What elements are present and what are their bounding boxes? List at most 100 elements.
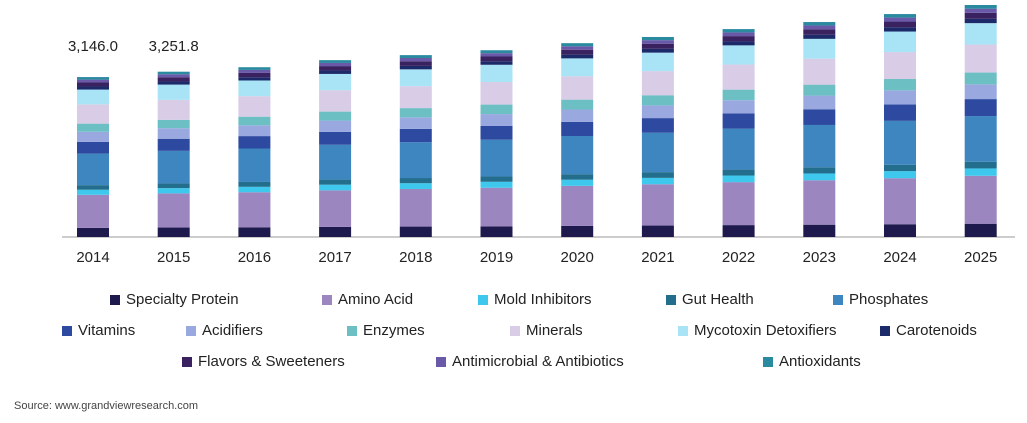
- bar-segment: [964, 72, 997, 85]
- bar-segment: [641, 172, 674, 178]
- bar-segment: [399, 226, 432, 237]
- bar-segment: [803, 173, 836, 181]
- bar-segment: [157, 81, 190, 85]
- legend-label: Enzymes: [363, 322, 425, 339]
- bar-segment: [722, 175, 755, 183]
- bar-segment: [561, 135, 594, 175]
- bar-segment: [480, 53, 513, 57]
- bar-segment: [480, 176, 513, 182]
- bar-segment: [399, 128, 432, 143]
- bar-segment: [964, 168, 997, 176]
- legend-label: Minerals: [526, 322, 583, 339]
- bar-segment: [964, 84, 997, 100]
- bar-segment: [157, 150, 190, 184]
- bar-segment: [803, 224, 836, 237]
- bar-segment: [722, 29, 755, 33]
- bar-segment: [77, 123, 109, 132]
- bar-segment: [884, 21, 916, 28]
- bar-segment: [77, 153, 109, 186]
- bar-segment: [884, 79, 916, 91]
- bar-segment: [238, 80, 271, 97]
- bar-segment: [561, 109, 594, 122]
- bar-segment: [319, 60, 352, 63]
- bar-segment: [77, 185, 109, 190]
- bar-segment: [319, 90, 352, 112]
- bar-segment: [157, 138, 190, 151]
- bar-segment: [77, 86, 109, 90]
- bar-segment: [399, 178, 432, 184]
- bar-segment: [480, 125, 513, 140]
- bar-segment: [77, 77, 109, 80]
- bar-segment: [561, 99, 594, 110]
- bar-segment: [319, 70, 352, 74]
- bar-segment: [641, 118, 674, 133]
- legend-swatch: [436, 357, 446, 367]
- bar-segment: [884, 90, 916, 105]
- bar-segment: [238, 69, 271, 73]
- bar-segment: [157, 128, 190, 139]
- bar-segment: [399, 58, 432, 62]
- bar-segment: [884, 31, 916, 53]
- bar-segment: [884, 52, 916, 80]
- legend-label: Flavors & Sweeteners: [198, 353, 345, 370]
- bar-segment: [561, 46, 594, 50]
- bar-segment: [964, 5, 997, 9]
- x-tick-label: 2015: [157, 249, 190, 266]
- bar-segment: [399, 55, 432, 59]
- bar-segment: [157, 193, 190, 228]
- bar-segment: [319, 62, 352, 67]
- bar-segment: [884, 27, 916, 32]
- bar-segment: [399, 108, 432, 118]
- bar-segment: [884, 120, 916, 165]
- bar-segment: [238, 72, 271, 78]
- bar-segment: [884, 14, 916, 18]
- bar-segment: [561, 174, 594, 180]
- bar-segment: [561, 43, 594, 47]
- bar-segment: [641, 40, 674, 44]
- bar-segment: [480, 56, 513, 62]
- legend-swatch: [62, 326, 72, 336]
- bar-segment: [238, 96, 271, 117]
- bar-segment: [561, 185, 594, 226]
- bar-segment: [77, 131, 109, 142]
- legend-swatch: [110, 295, 120, 305]
- bar-segment: [964, 99, 997, 117]
- bar-segment: [803, 34, 836, 39]
- bar-segment: [561, 121, 594, 136]
- bar-segment: [561, 54, 594, 59]
- bar-segment: [157, 84, 190, 100]
- bar-segment: [803, 29, 836, 35]
- legend-swatch: [666, 295, 676, 305]
- bar-segment: [157, 119, 190, 129]
- legend-label: Acidifiers: [202, 322, 263, 339]
- bar-segment: [964, 8, 997, 13]
- legend-label: Gut Health: [682, 291, 754, 308]
- bar-segment: [480, 114, 513, 126]
- bar-segment: [722, 64, 755, 90]
- bar-segment: [480, 61, 513, 65]
- bar-segment: [641, 71, 674, 96]
- bar-segment: [641, 43, 674, 49]
- x-tick-label: 2024: [883, 249, 916, 266]
- bar-segment: [641, 184, 674, 226]
- bar-segment: [641, 52, 674, 72]
- legend-label: Antioxidants: [779, 353, 861, 370]
- legend-label: Vitamins: [78, 322, 135, 339]
- bar-segment: [480, 226, 513, 237]
- legend-label: Amino Acid: [338, 291, 413, 308]
- bar-segment: [238, 192, 271, 228]
- bar-segment: [722, 32, 755, 37]
- bar-segment: [722, 113, 755, 129]
- bar-segment: [399, 183, 432, 190]
- total-label: 3,146.0: [68, 38, 118, 55]
- legend-swatch: [833, 295, 843, 305]
- total-label: 3,251.8: [149, 38, 199, 55]
- bar-segment: [157, 183, 190, 189]
- legend-swatch: [347, 326, 357, 336]
- bar-segment: [319, 190, 352, 227]
- bar-segment: [238, 148, 271, 182]
- bar-segment: [803, 58, 836, 85]
- bar-segment: [641, 95, 674, 106]
- bar-segment: [803, 124, 836, 168]
- bar-segment: [884, 171, 916, 179]
